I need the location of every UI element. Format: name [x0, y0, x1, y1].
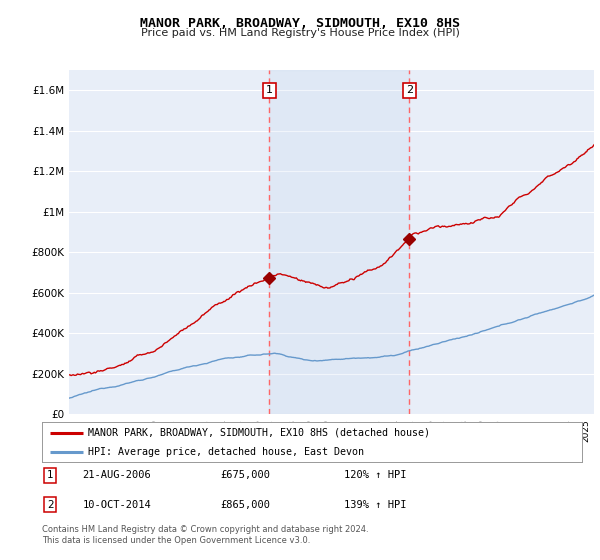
Text: 2: 2 — [406, 86, 413, 96]
Text: 139% ↑ HPI: 139% ↑ HPI — [344, 500, 407, 510]
Text: 120% ↑ HPI: 120% ↑ HPI — [344, 470, 407, 480]
Text: Price paid vs. HM Land Registry's House Price Index (HPI): Price paid vs. HM Land Registry's House … — [140, 28, 460, 38]
Text: 1: 1 — [47, 470, 53, 480]
Text: £675,000: £675,000 — [220, 470, 270, 480]
Text: HPI: Average price, detached house, East Devon: HPI: Average price, detached house, East… — [88, 447, 364, 457]
Bar — [269, 70, 409, 414]
Text: 10-OCT-2014: 10-OCT-2014 — [83, 500, 151, 510]
Text: MANOR PARK, BROADWAY, SIDMOUTH, EX10 8HS: MANOR PARK, BROADWAY, SIDMOUTH, EX10 8HS — [140, 17, 460, 30]
Text: 21-AUG-2006: 21-AUG-2006 — [83, 470, 151, 480]
Text: £865,000: £865,000 — [220, 500, 270, 510]
Text: 1: 1 — [266, 86, 273, 96]
Text: Contains HM Land Registry data © Crown copyright and database right 2024.
This d: Contains HM Land Registry data © Crown c… — [42, 525, 368, 545]
Text: 2: 2 — [47, 500, 53, 510]
Text: MANOR PARK, BROADWAY, SIDMOUTH, EX10 8HS (detached house): MANOR PARK, BROADWAY, SIDMOUTH, EX10 8HS… — [88, 428, 430, 437]
